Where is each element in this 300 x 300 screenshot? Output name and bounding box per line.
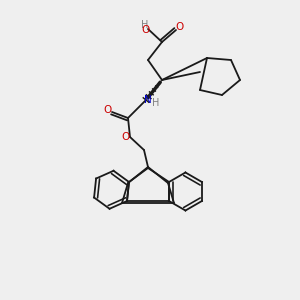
Text: O: O <box>175 22 183 32</box>
Text: O: O <box>104 105 112 115</box>
Text: H: H <box>152 98 160 108</box>
Text: O: O <box>122 132 130 142</box>
Text: N: N <box>144 95 152 105</box>
Text: H: H <box>141 20 149 30</box>
Text: O: O <box>141 25 149 35</box>
